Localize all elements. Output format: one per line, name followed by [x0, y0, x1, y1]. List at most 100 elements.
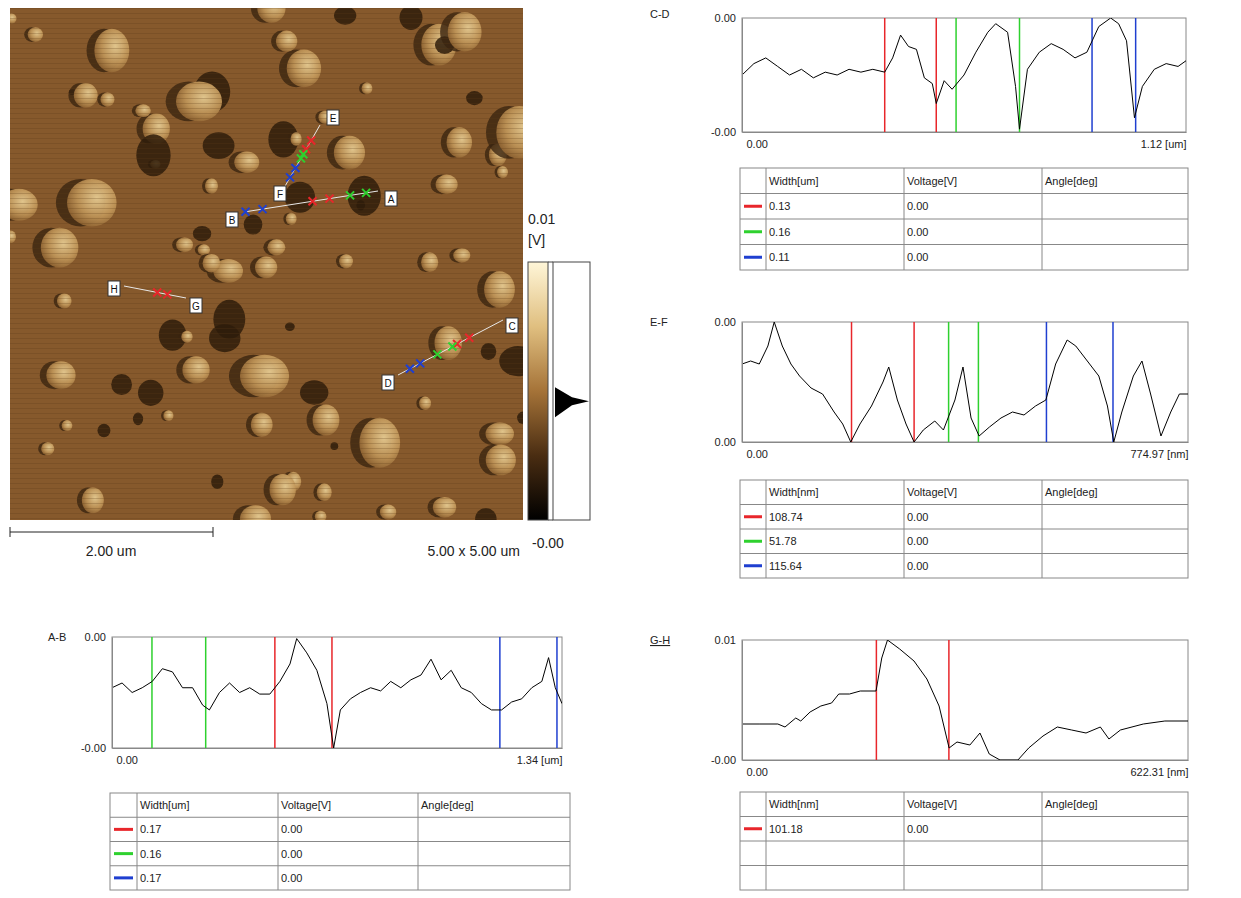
- chart-title: C-D: [650, 8, 670, 20]
- table-cell: 0.00: [281, 848, 302, 860]
- tick: -0.00: [711, 754, 742, 766]
- cursor-cross: [416, 359, 424, 367]
- table-frame: [740, 168, 1188, 270]
- cross-stroke: [163, 290, 171, 298]
- row-swatch: [744, 827, 762, 830]
- texture-pit: [203, 132, 235, 159]
- cursor-line: [955, 18, 957, 132]
- axis-line: [742, 323, 743, 443]
- endpoint-box: [506, 318, 518, 333]
- cursor-cross: [465, 334, 473, 342]
- texture-mound: [182, 356, 209, 383]
- tick-label: 0.00: [747, 138, 768, 150]
- row-swatch: [114, 876, 133, 879]
- scan-line: [10, 313, 523, 314]
- tick-label: 0.00: [747, 766, 768, 778]
- table-header: Width[um]: [140, 799, 190, 811]
- texture-mound: [28, 27, 43, 42]
- histogram: [555, 387, 589, 417]
- chart-title: G-H: [650, 634, 670, 646]
- endpoint-box: [226, 212, 238, 227]
- table-rule: [904, 480, 905, 578]
- row-swatch: [744, 256, 762, 259]
- plot-frame: [742, 640, 1188, 760]
- scan-line: [10, 428, 523, 429]
- scan-line: [10, 398, 523, 399]
- scan-line: [10, 218, 523, 219]
- profile-line: [112, 639, 562, 748]
- scan-line: [10, 278, 523, 279]
- texture-mound: [94, 29, 129, 72]
- plot-area: [742, 18, 1186, 132]
- scan-line: [10, 378, 523, 379]
- scan-line: [10, 328, 523, 329]
- scan-line: [10, 343, 523, 344]
- table-cell: 0.00: [907, 823, 928, 835]
- profile-chart: C-D0.00-0.000.001.12 [um]Width[um]Voltag…: [650, 8, 1188, 270]
- scan-line: [10, 83, 523, 84]
- scan-line: [10, 263, 523, 264]
- scan-line: [10, 513, 523, 514]
- scan-line: [10, 158, 523, 159]
- scan-line: [10, 323, 523, 324]
- scan-line: [10, 308, 523, 309]
- cursor-line: [499, 637, 501, 748]
- tick: -0.00: [81, 742, 112, 754]
- tick: 0.00: [85, 631, 112, 643]
- tick: 622.31 [nm]: [1130, 760, 1188, 778]
- scan-line: [10, 223, 523, 224]
- scan-line: [10, 348, 523, 349]
- tick-label: -0.00: [81, 742, 106, 754]
- texture-pit: [97, 424, 110, 437]
- scan-line: [10, 338, 523, 339]
- cursor-cross: [259, 205, 267, 213]
- scan-line: [10, 198, 523, 199]
- cursor-cross: [326, 195, 334, 203]
- colorbar-unit: [V]: [528, 232, 545, 248]
- scan-line: [10, 93, 523, 94]
- colorbar-label: -0.00: [532, 535, 564, 551]
- scan-line: [10, 193, 523, 194]
- cursor-cross: [309, 197, 317, 205]
- scan-line: [10, 188, 523, 189]
- scan-line: [10, 298, 523, 299]
- table-cell: 0.00: [907, 535, 928, 547]
- tick-label: 0.01: [715, 634, 736, 646]
- tick-label: -0.00: [711, 126, 736, 138]
- scan-line: [10, 178, 523, 179]
- texture-pit: [481, 343, 497, 360]
- profile-path: [398, 320, 503, 375]
- cross-stroke: [153, 288, 161, 296]
- table-rule: [110, 817, 570, 818]
- table-header: Voltage[V]: [281, 799, 331, 811]
- endpoint-box: [385, 191, 397, 206]
- scan-line: [10, 108, 523, 109]
- table-rule: [1042, 480, 1043, 578]
- scan-line: [10, 503, 523, 504]
- table-rule: [740, 816, 1188, 817]
- row-swatch: [744, 540, 762, 543]
- scan-line: [10, 103, 523, 104]
- cross-stroke: [291, 164, 299, 172]
- scale-bar-end: [10, 527, 11, 537]
- table-rule: [137, 793, 138, 890]
- scan-line: [10, 423, 523, 424]
- texture-pit: [348, 176, 381, 216]
- scan-line: [10, 433, 523, 434]
- row-swatch: [744, 205, 762, 208]
- table-header: Voltage[V]: [907, 486, 957, 498]
- table-rule: [740, 865, 1188, 866]
- texture-mound: [359, 418, 400, 468]
- profile-chart: E-F0.000.000.00774.97 [nm]Width[nm]Volta…: [650, 316, 1189, 578]
- table-rule: [278, 793, 279, 890]
- scan-line: [10, 53, 523, 54]
- tick: 0.01: [715, 634, 742, 646]
- scan-line: [10, 518, 523, 519]
- cursor-line: [851, 322, 853, 442]
- scan-line: [10, 203, 523, 204]
- cross-stroke: [309, 197, 317, 205]
- scan-line: [10, 318, 523, 319]
- cross-stroke: [297, 154, 305, 162]
- tick: -0.00: [711, 126, 742, 138]
- cross-stroke: [242, 208, 250, 216]
